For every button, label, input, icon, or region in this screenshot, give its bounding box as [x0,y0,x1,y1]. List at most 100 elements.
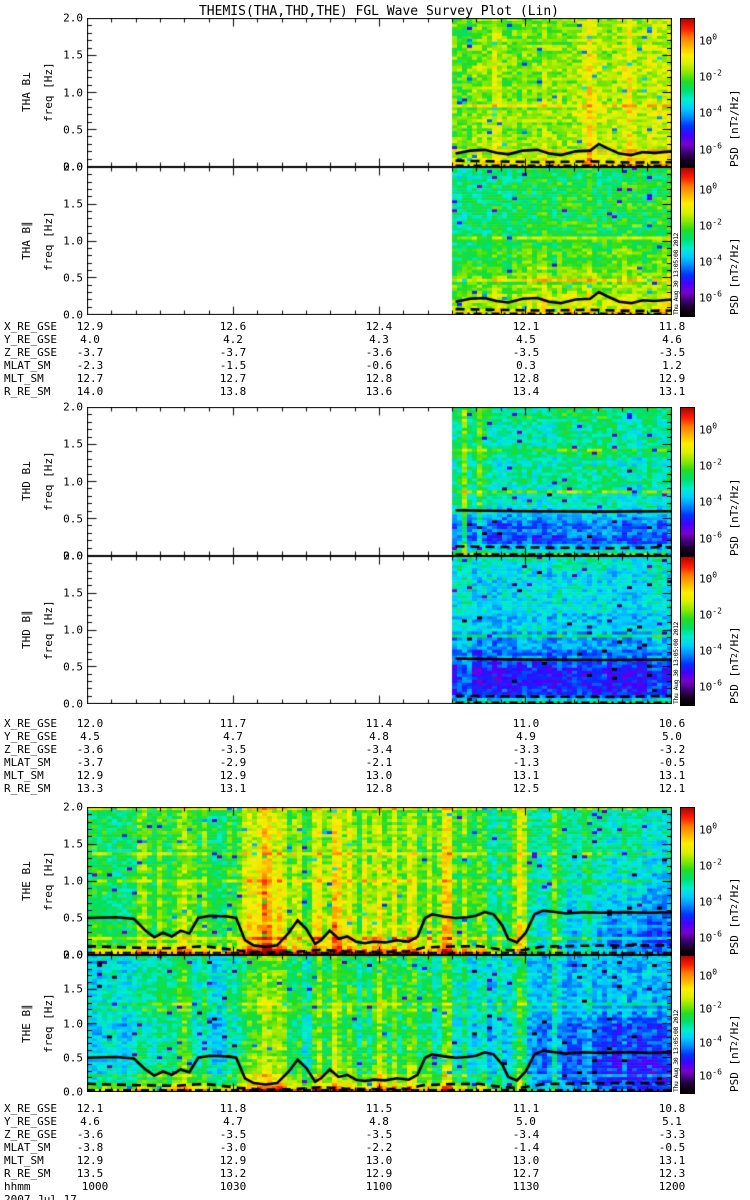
ephemeris-value: 12.7 [512,1167,540,1180]
ephemeris-label-mlat_sm: MLAT_SM [4,756,51,769]
colorbar-tick-label: 100 [699,821,718,836]
time-tick-value: 1030 [219,1180,247,1193]
ephemeris-value: 12.9 [219,769,247,782]
panel-label-thd-bpar: THD B∥ [20,610,33,650]
ephemeris-value: -3.6 [76,743,104,756]
ephemeris-value: 14.0 [76,385,104,398]
colorbar-tick-label: 10-2 [699,457,722,473]
colorbar-tick-label: 10-6 [699,929,722,945]
ephemeris-value: 13.0 [365,769,393,782]
ephemeris-label-y_re_gse: Y_RE_GSE [4,333,57,346]
ephemeris-value: 12.9 [76,769,104,782]
ephemeris-label-mlt_sm: MLT_SM [4,372,44,385]
freq-tick-label: 2.0 [63,948,83,962]
ephemeris-value: -3.4 [365,743,393,756]
ephemeris-value: 4.5 [516,333,536,346]
freq-tick-label: 2.0 [63,800,83,814]
freq-axis-label: freq [Hz] [42,211,55,271]
ephemeris-value: -3.3 [658,1128,686,1141]
ephemeris-label-r_re_sm: R_RE_SM [4,782,51,795]
panel-label-thd-bperp: THD B⊥ [20,461,33,502]
ephemeris-value: 13.0 [365,1154,393,1167]
ephemeris-label-x_re_gse: X_RE_GSE [4,320,57,333]
freq-tick-label: 2.0 [63,549,83,563]
ephemeris-value: 13.2 [219,1167,247,1180]
freq-tick-label: 1.0 [63,475,83,488]
ephemeris-value: -0.5 [658,1141,686,1154]
ephemeris-value: 13.0 [512,1154,540,1167]
ephemeris-value: -3.5 [219,1128,247,1141]
ephemeris-value: 4.6 [80,1115,100,1128]
freq-axis-label: freq [Hz] [42,600,55,660]
colorbar-tick-label: 10-6 [699,141,722,157]
ephemeris-value: 12.7 [219,372,247,385]
colorbar-tick-label: 10-4 [699,105,722,120]
ephemeris-value: 12.9 [219,1154,247,1167]
freq-tick-label: 1.0 [63,1017,83,1030]
spectrogram-canvas-thd-bperp [87,407,672,556]
ephemeris-value: 13.1 [658,1154,686,1167]
spectrogram-panel-tha-bpar [87,167,672,315]
colorbar-tick-label: 10-4 [699,893,722,909]
ephemeris-value: 5.1 [662,1115,682,1128]
ephemeris-value: -3.3 [512,743,540,756]
ephemeris-label-mlat_sm: MLAT_SM [4,359,51,372]
spectrogram-canvas-tha-bpar [87,167,672,315]
ephemeris-value: 13.3 [76,782,104,795]
ephemeris-value: -1.5 [219,359,247,372]
ephemeris-value: -0.5 [658,756,686,769]
ephemeris-value: -3.7 [219,346,247,359]
colorbar-tick-label: 10-2 [699,1001,722,1016]
time-tick-value: 1100 [365,1180,393,1193]
ephemeris-value: 13.6 [365,385,393,398]
freq-tick-label: 1.5 [63,437,83,451]
date-label: 2007 Jul 17 [4,1193,77,1200]
psd-unit-label: PSD [nT 2/Hz] [728,237,741,315]
ephemeris-value: 11.8 [658,320,686,333]
time-tick-value: 1000 [81,1180,109,1193]
freq-tick-label: 0.0 [63,549,83,563]
ephemeris-label-r_re_sm: R_RE_SM [4,1167,51,1180]
time-axis-label: hhmm [4,1180,31,1193]
ephemeris-value: 12.8 [512,372,540,385]
ephemeris-value: 12.9 [658,372,686,385]
ephemeris-value: 11.1 [512,1102,540,1115]
ephemeris-value: 13.1 [658,769,686,782]
ephemeris-value: -1.3 [512,756,540,769]
freq-tick-label: 1.0 [63,874,83,888]
ephemeris-value: 4.8 [369,1115,389,1128]
colorbar-tick-label: 10-6 [699,530,722,546]
ephemeris-value: 12.9 [365,1167,393,1180]
freq-tick-label: 1.5 [63,837,83,851]
ephemeris-label-z_re_gse: Z_RE_GSE [4,346,57,359]
freq-tick-label: 1.0 [63,623,83,637]
ephemeris-value: 11.4 [365,717,393,730]
render-timestamp: Thu Aug 30 13:05:08 2012 [672,622,680,704]
psd-unit-label: PSD [nT 2/Hz] [728,1014,741,1092]
spectrogram-canvas-the-bpar [87,955,672,1092]
ephemeris-value: -3.0 [219,1141,247,1154]
ephemeris-value: 10.8 [658,1102,686,1115]
ephemeris-value: -2.2 [365,1141,393,1154]
ephemeris-value: -2.3 [76,359,104,372]
ephemeris-value: 0.3 [516,359,536,372]
colorbar-tick-label: 100 [699,570,718,585]
ephemeris-value: -3.5 [219,743,247,756]
ephemeris-value: 12.1 [512,320,540,333]
ephemeris-value: 12.1 [76,1102,104,1115]
ephemeris-value: -2.9 [219,756,247,769]
freq-tick-label: 1.5 [63,48,83,62]
freq-tick-label: 2.0 [63,400,83,414]
freq-axis-label: freq [Hz] [42,451,55,512]
colorbar-tick-label: 10-2 [699,857,722,873]
psd-unit-label: PSD [nT 2/Hz] [728,478,741,556]
colorbar-tick-label: 10-2 [699,606,722,622]
ephemeris-value: 4.7 [223,1115,243,1128]
panel-label-tha-bperp: THA B⊥ [20,72,33,113]
ephemeris-value: 4.9 [516,730,536,743]
ephemeris-value: 12.7 [76,372,104,385]
psd-colorbar [680,167,695,317]
psd-colorbar [680,18,695,169]
ephemeris-value: -3.5 [365,1128,393,1141]
ephemeris-label-y_re_gse: Y_RE_GSE [4,730,57,743]
